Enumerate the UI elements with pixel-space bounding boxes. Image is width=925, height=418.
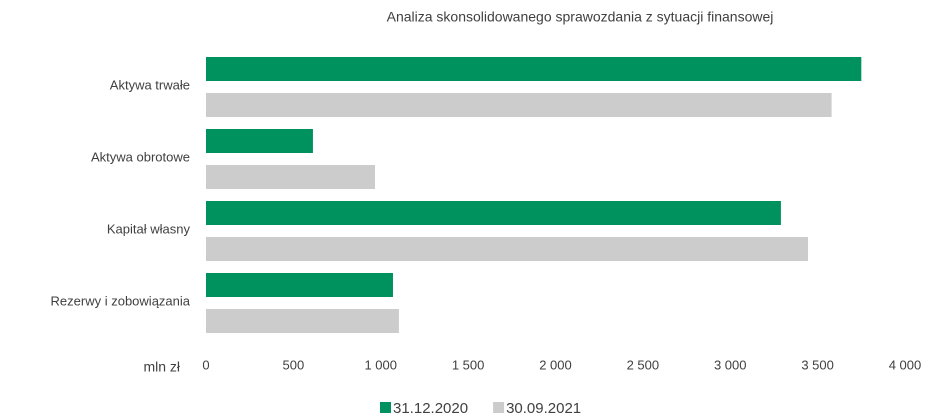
x-tick-label: 2 500 xyxy=(627,357,660,372)
bar xyxy=(206,237,809,261)
x-tick-label: 4 000 xyxy=(889,357,922,372)
x-tick-label: 3 500 xyxy=(801,357,834,372)
legend-swatch xyxy=(380,402,391,413)
y-tick-label: Kapitał własny xyxy=(107,221,191,236)
y-tick-label: Aktywa obrotowe xyxy=(91,149,190,164)
y-tick-label: Aktywa trwałe xyxy=(110,77,190,92)
legend-label: 30.09.2021 xyxy=(506,400,581,417)
bar xyxy=(206,165,375,189)
x-tick-label: 500 xyxy=(283,357,305,372)
bar xyxy=(206,309,399,333)
x-tick-label: 1 000 xyxy=(364,357,397,372)
bar xyxy=(206,129,313,153)
y-tick-label: Rezerwy i zobowiązania xyxy=(51,293,191,308)
x-tick-label: 1 500 xyxy=(452,357,485,372)
bar xyxy=(206,57,862,81)
legend-swatch xyxy=(493,402,505,413)
legend-label: 31.12.2020 xyxy=(393,400,468,417)
chart-title: Analiza skonsolidowanego sprawozdania z … xyxy=(387,9,774,25)
bar xyxy=(206,273,393,297)
x-tick-label: 3 000 xyxy=(714,357,747,372)
x-tick-label: 0 xyxy=(202,357,209,372)
bar xyxy=(206,201,781,225)
x-tick-label: 2 000 xyxy=(539,357,572,372)
bar xyxy=(206,93,832,117)
x-axis-label: mln zł xyxy=(143,359,180,375)
